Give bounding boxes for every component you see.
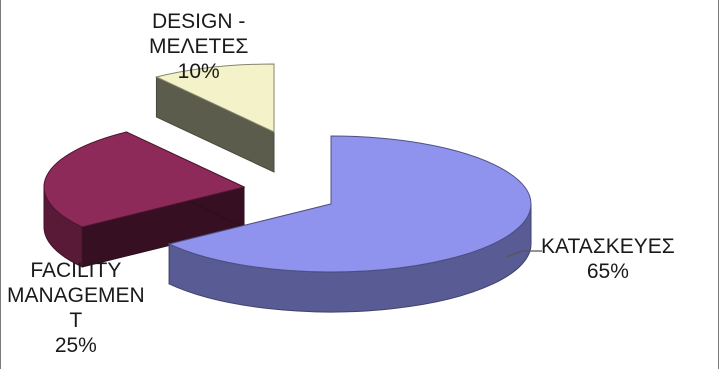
slice-label-facility-line-1: FACILITY	[30, 259, 122, 282]
pie-slice-facility-management-top	[43, 131, 246, 228]
slice-label-facility-percent: 25%	[54, 334, 97, 357]
slice-label-design: DESIGN - ΜΕΛΕΤΕΣ 10%	[149, 9, 248, 84]
slice-label-construction-line-1: ΚΑΤΑΣΚΕΥΕΣ	[541, 235, 675, 258]
slice-label-construction-percent: 65%	[586, 260, 629, 283]
pie-slice-facility-management	[43, 131, 246, 268]
slice-label-design-line-2: ΜΕΛΕΤΕΣ	[149, 35, 249, 58]
leader-line-construction	[505, 250, 542, 258]
slice-label-design-percent: 10%	[177, 60, 220, 83]
pie-slice-design	[154, 63, 275, 173]
pie-slice-construction	[167, 135, 532, 313]
pie-slice-construction-top	[167, 135, 532, 273]
slice-label-construction: ΚΑΤΑΣΚΕΥΕΣ 65%	[541, 234, 675, 284]
pie-slice-design-top	[154, 63, 275, 133]
slice-label-facility-management: FACILITY MANAGEMEN T 25%	[7, 258, 145, 358]
slice-label-facility-line-3: T	[69, 309, 83, 332]
slice-label-facility-line-2: MANAGEMEN	[7, 284, 145, 307]
slice-label-design-line-1: DESIGN -	[152, 10, 246, 33]
